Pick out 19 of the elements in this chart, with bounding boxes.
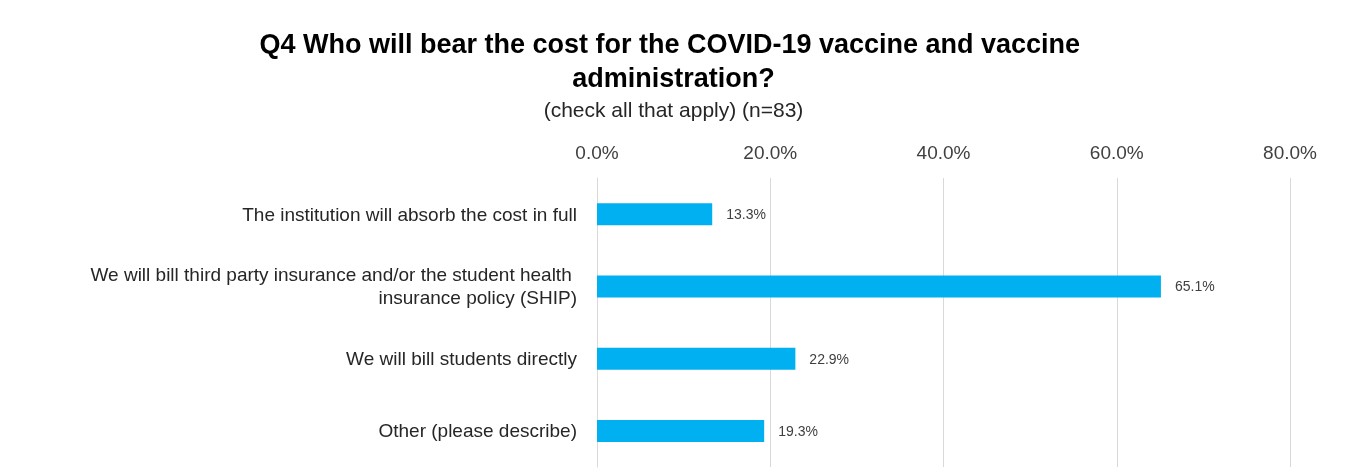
x-tick-label: 20.0% bbox=[743, 142, 798, 163]
bar bbox=[597, 419, 765, 442]
bar bbox=[597, 275, 1161, 298]
bar bbox=[597, 203, 713, 226]
chart-title: Q4 Who will bear the cost for the COVID-19 vaccine and vaccine administration? bbox=[259, 29, 1088, 93]
y-tick-label: We will bill third party insurance and/or the student health insurance policy (SHIP) bbox=[90, 264, 577, 309]
x-tick-label: 60.0% bbox=[1089, 142, 1144, 163]
x-tick-label: 0.0% bbox=[575, 142, 619, 163]
data-label: 65.1% bbox=[1174, 278, 1215, 295]
x-tick-label: 80.0% bbox=[1263, 142, 1318, 163]
y-tick-label: Other (please describe) bbox=[378, 420, 577, 442]
chart-subtitle: (check all that apply) (n=83) bbox=[543, 98, 804, 121]
bar bbox=[597, 347, 796, 370]
data-label: 13.3% bbox=[726, 206, 766, 223]
data-label: 19.3% bbox=[778, 422, 818, 439]
y-tick-label: We will bill students directly bbox=[346, 348, 578, 370]
y-tick-label: The institution will absorb the cost in full bbox=[242, 203, 577, 225]
data-label: 22.9% bbox=[809, 350, 850, 367]
x-tick-label: 40.0% bbox=[916, 142, 971, 163]
